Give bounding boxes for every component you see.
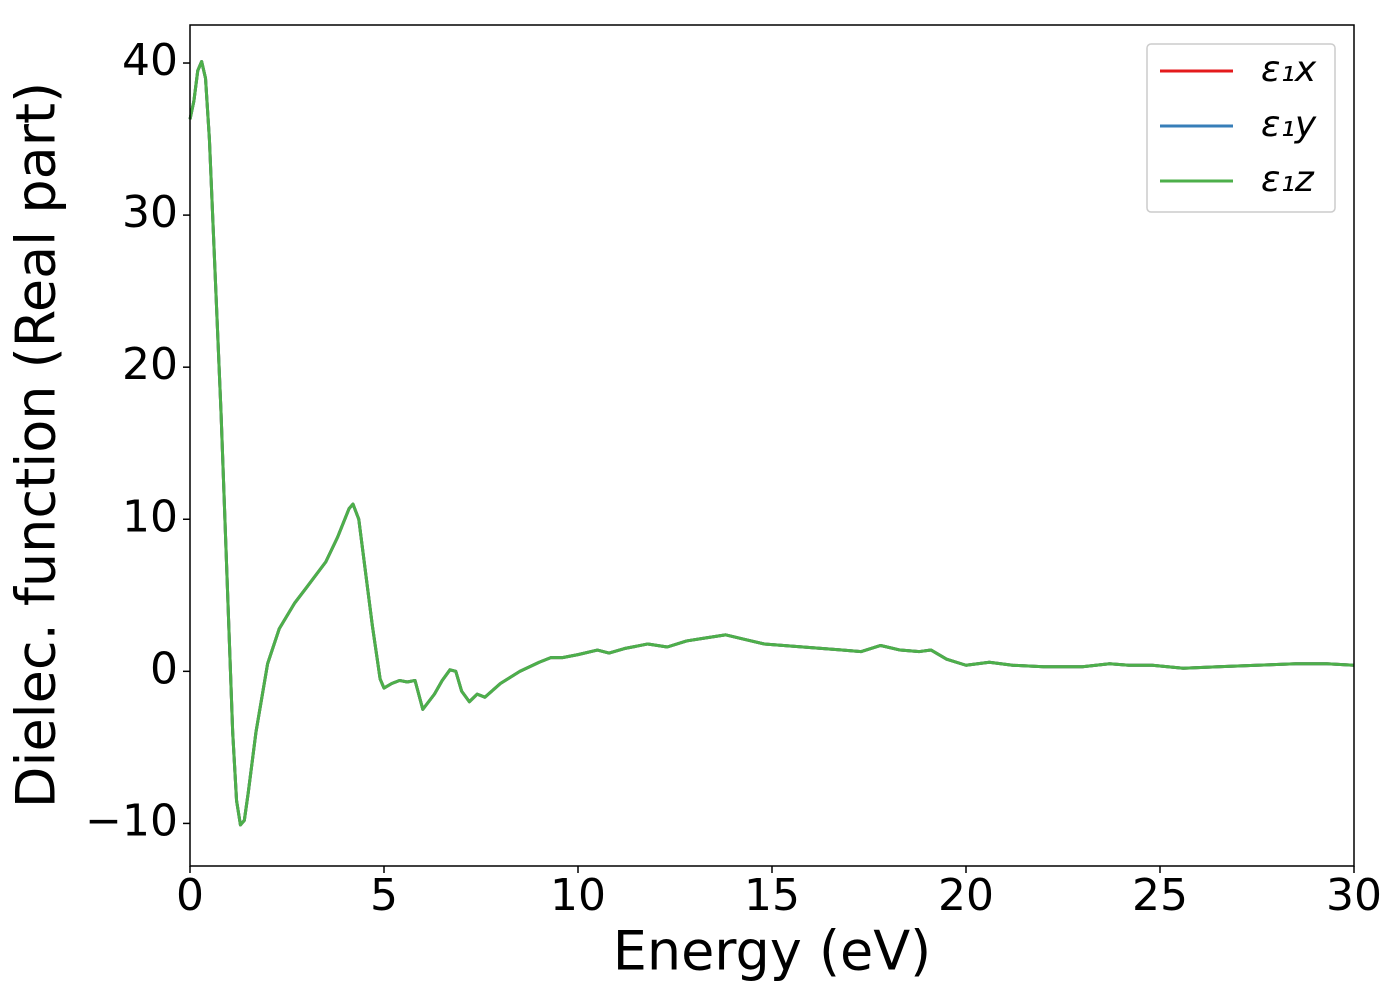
x-tick-label: 20	[938, 870, 994, 921]
x-tick-label: 25	[1132, 870, 1188, 921]
y-tick-label: 30	[122, 187, 178, 238]
y-tick-label: 20	[122, 339, 178, 390]
y-axis-label: Dielec. function (Real part)	[5, 82, 68, 808]
x-tick-label: 5	[370, 870, 398, 921]
data-line	[188, 59, 1355, 827]
x-tick-label: 15	[744, 870, 800, 921]
y-tick-label: 40	[122, 35, 178, 86]
y-tick-label: 0	[150, 643, 178, 694]
legend-label: ε₁y	[1261, 104, 1317, 145]
x-tick-label: 0	[176, 870, 204, 921]
legend-label: ε₁z	[1261, 159, 1315, 200]
x-tick-label: 30	[1326, 870, 1382, 921]
plot-frame	[189, 24, 1355, 867]
legend-label: ε₁x	[1261, 49, 1317, 90]
x-axis-label: Energy (eV)	[613, 920, 932, 983]
y-tick-label: 10	[122, 491, 178, 542]
y-tick-label: −10	[85, 795, 178, 846]
legend-box	[1146, 43, 1336, 213]
x-tick-label: 10	[550, 870, 606, 921]
